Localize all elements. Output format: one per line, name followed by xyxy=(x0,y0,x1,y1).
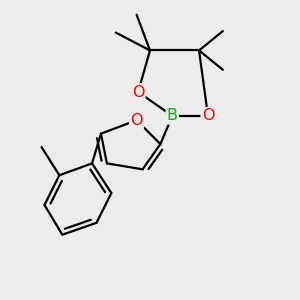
Text: O: O xyxy=(132,85,144,100)
Text: O: O xyxy=(202,108,214,123)
Text: O: O xyxy=(130,113,143,128)
Text: B: B xyxy=(167,108,178,123)
